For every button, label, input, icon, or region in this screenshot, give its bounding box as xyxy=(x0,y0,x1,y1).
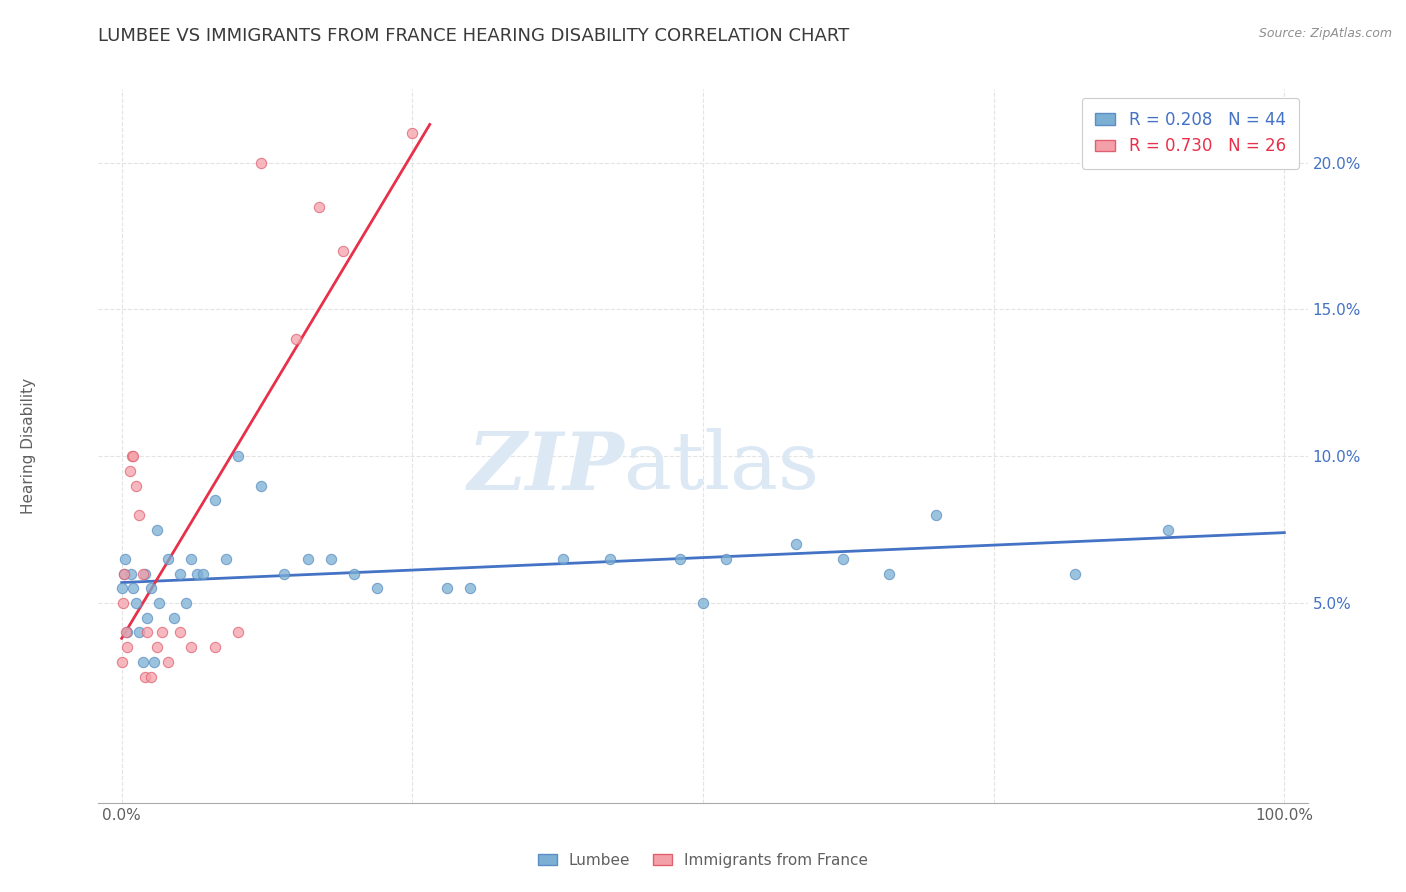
Point xyxy=(111,582,134,596)
Point xyxy=(117,640,139,655)
Point xyxy=(145,640,167,655)
Point xyxy=(285,332,308,346)
Point xyxy=(117,625,139,640)
Point xyxy=(128,508,150,522)
Point xyxy=(401,126,423,140)
Point xyxy=(136,611,159,625)
Point xyxy=(131,655,153,669)
Point xyxy=(785,537,807,551)
Point xyxy=(157,552,180,566)
Point xyxy=(1157,523,1180,537)
Point xyxy=(204,493,226,508)
Point xyxy=(148,596,170,610)
Point xyxy=(273,566,295,581)
Point xyxy=(118,464,141,478)
Point xyxy=(111,596,134,610)
Point xyxy=(250,155,273,169)
Point xyxy=(332,244,354,258)
Point xyxy=(204,640,226,655)
Point xyxy=(134,566,156,581)
Point xyxy=(114,552,136,566)
Point xyxy=(215,552,238,566)
Point xyxy=(112,566,135,581)
Point xyxy=(150,625,173,640)
Point xyxy=(111,655,134,669)
Point xyxy=(115,625,138,640)
Point xyxy=(128,625,150,640)
Point xyxy=(131,566,153,581)
Text: LUMBEE VS IMMIGRANTS FROM FRANCE HEARING DISABILITY CORRELATION CHART: LUMBEE VS IMMIGRANTS FROM FRANCE HEARING… xyxy=(98,27,849,45)
Point xyxy=(143,655,166,669)
Point xyxy=(308,200,330,214)
Point xyxy=(124,478,146,492)
Point xyxy=(174,596,197,610)
Point xyxy=(692,596,714,610)
Text: Source: ZipAtlas.com: Source: ZipAtlas.com xyxy=(1258,27,1392,40)
Point xyxy=(668,552,690,566)
Point xyxy=(139,669,162,683)
Y-axis label: Hearing Disability: Hearing Disability xyxy=(21,378,37,514)
Point xyxy=(250,478,273,492)
Point xyxy=(139,582,162,596)
Point xyxy=(553,552,575,566)
Point xyxy=(122,582,145,596)
Legend: Lumbee, Immigrants from France: Lumbee, Immigrants from France xyxy=(531,847,875,873)
Point xyxy=(180,640,202,655)
Point xyxy=(924,508,946,522)
Point xyxy=(343,566,366,581)
Point xyxy=(157,655,180,669)
Point xyxy=(319,552,342,566)
Point xyxy=(191,566,214,581)
Point xyxy=(124,596,146,610)
Point xyxy=(120,566,142,581)
Point xyxy=(169,566,191,581)
Point xyxy=(136,625,159,640)
Point xyxy=(831,552,853,566)
Point xyxy=(186,566,208,581)
Point xyxy=(297,552,319,566)
Point xyxy=(134,669,156,683)
Point xyxy=(122,450,145,464)
Point xyxy=(121,450,143,464)
Point xyxy=(436,582,458,596)
Point xyxy=(877,566,900,581)
Point xyxy=(180,552,202,566)
Point xyxy=(716,552,738,566)
Text: ZIP: ZIP xyxy=(468,429,624,506)
Text: atlas: atlas xyxy=(624,428,820,507)
Point xyxy=(145,523,167,537)
Point xyxy=(169,625,191,640)
Point xyxy=(460,582,482,596)
Point xyxy=(1064,566,1087,581)
Point xyxy=(226,625,249,640)
Point xyxy=(112,566,135,581)
Point xyxy=(366,582,388,596)
Point xyxy=(226,450,249,464)
Point xyxy=(163,611,186,625)
Point xyxy=(599,552,621,566)
